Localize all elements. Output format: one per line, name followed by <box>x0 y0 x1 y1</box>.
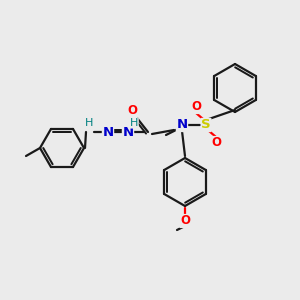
Text: O: O <box>191 100 201 113</box>
Text: H: H <box>130 118 138 128</box>
Text: O: O <box>127 104 137 118</box>
Text: H: H <box>85 118 93 128</box>
Text: S: S <box>201 118 211 131</box>
Text: O: O <box>211 136 221 149</box>
Text: N: N <box>102 125 114 139</box>
Text: O: O <box>180 214 190 227</box>
Text: N: N <box>122 125 134 139</box>
Text: N: N <box>176 118 188 131</box>
